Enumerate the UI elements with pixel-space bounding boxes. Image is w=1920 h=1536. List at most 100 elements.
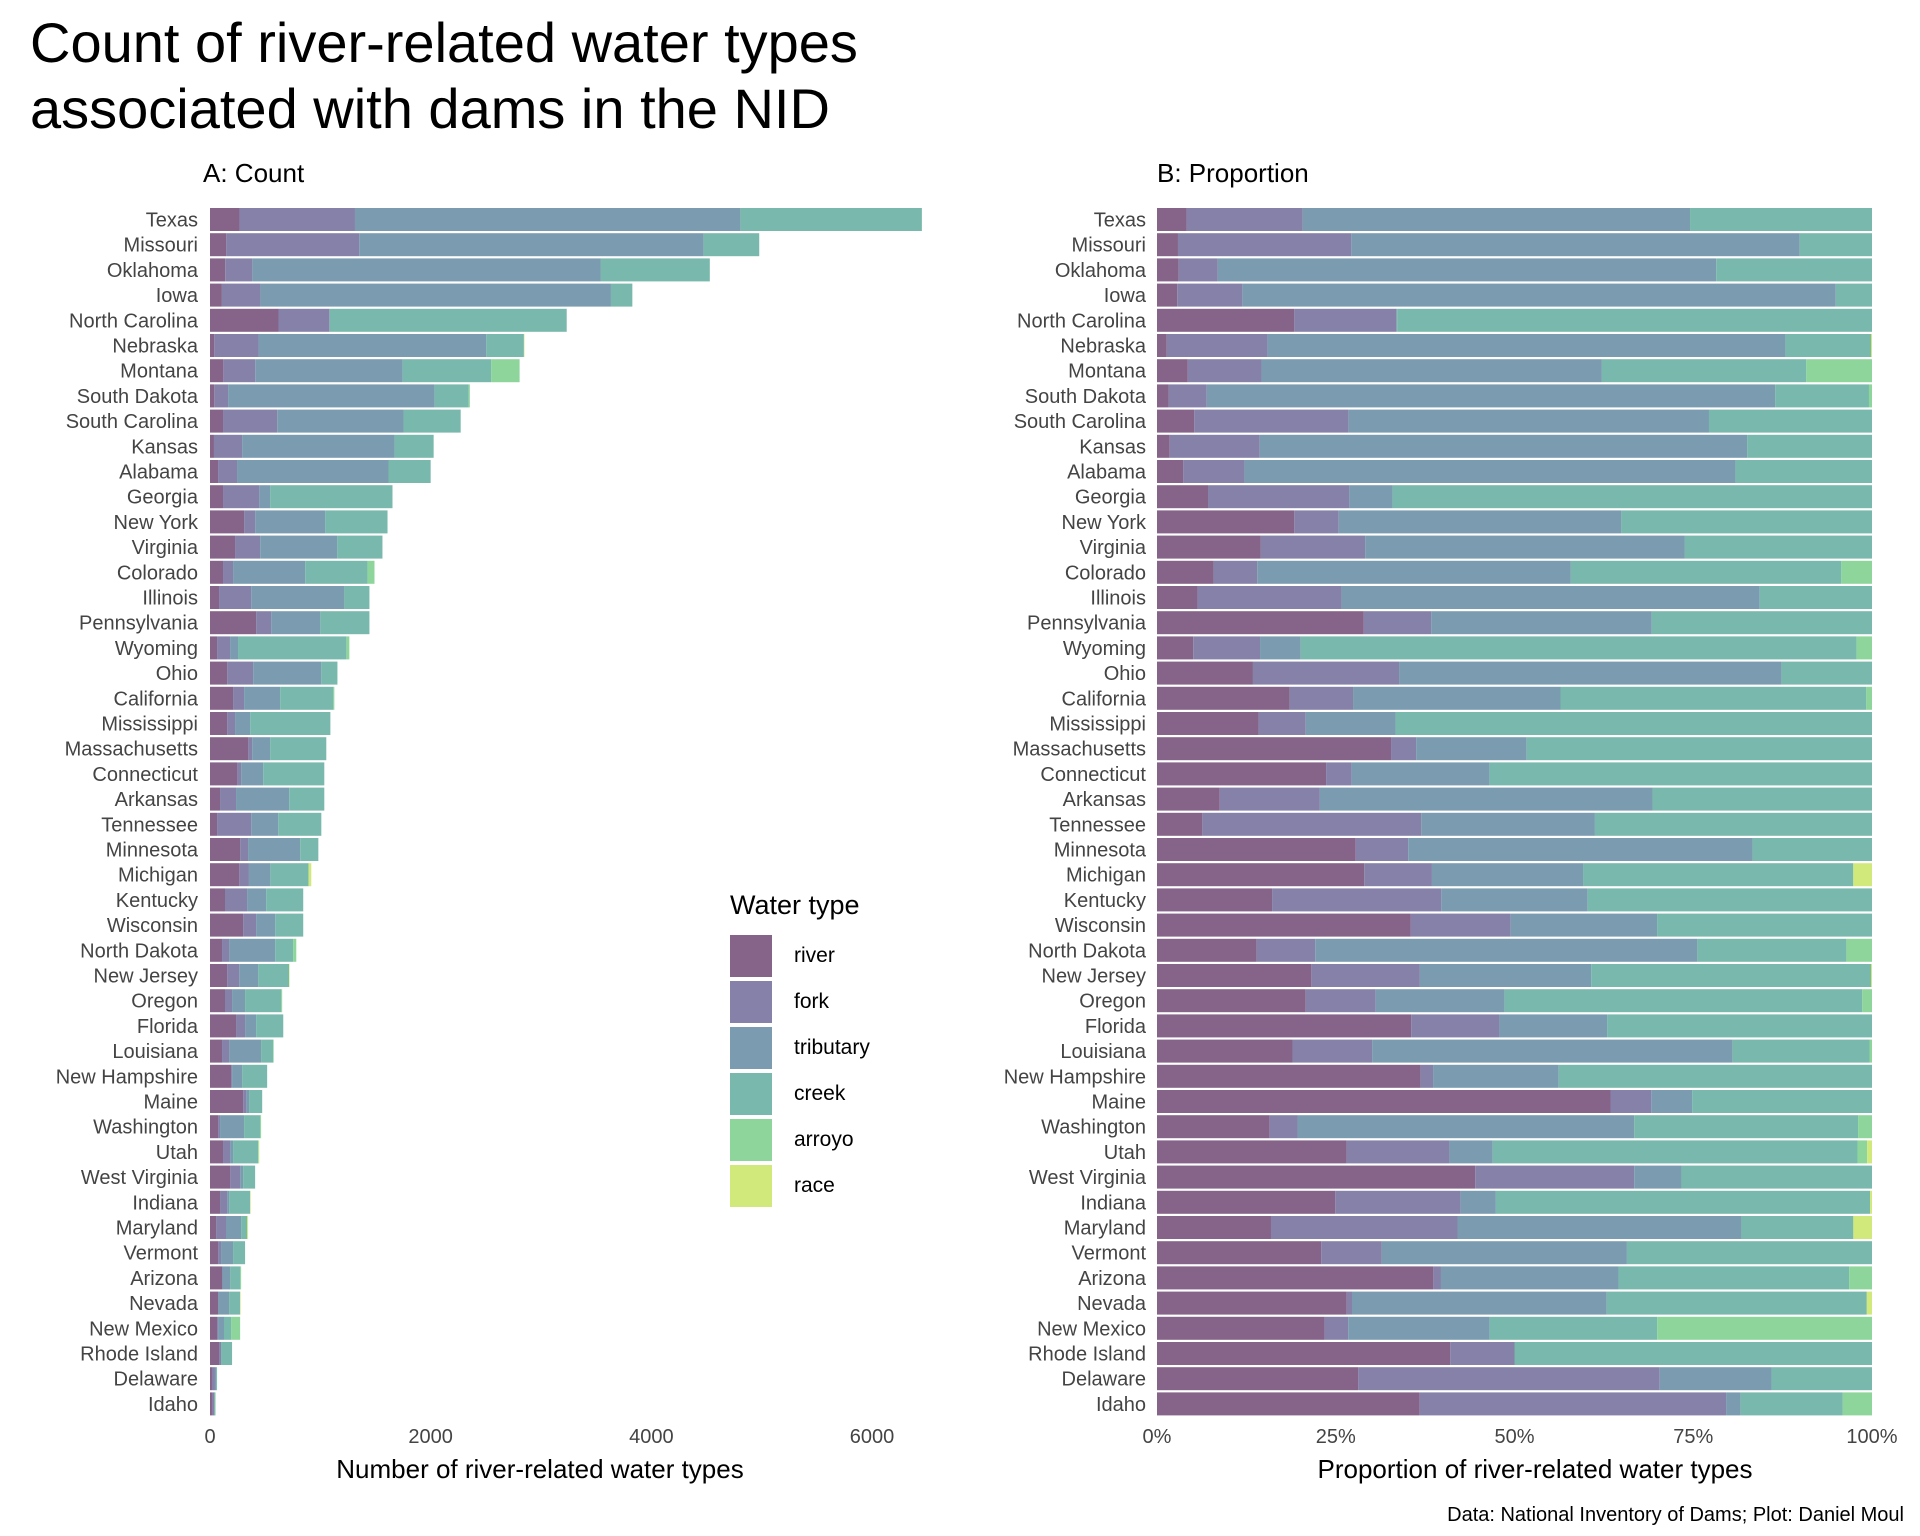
panel-b-y-tick-label: Massachusetts	[1013, 739, 1146, 761]
legend-label-tributary: tributary	[794, 1036, 870, 1059]
panel-b-bar-fork	[1289, 686, 1354, 710]
panel-b-bar-fork	[1321, 1241, 1382, 1265]
panel-a-y-tick-label: Iowa	[156, 285, 199, 307]
panel-b-bar-creek	[1606, 1291, 1867, 1315]
panel-a-y-tick-label: Arizona	[130, 1268, 199, 1290]
panel-b-bar-arroyo	[1841, 560, 1872, 584]
panel-b-bar-fork	[1193, 636, 1261, 660]
panel-a-y-tick-label: Alabama	[119, 462, 199, 484]
panel-b-bar-river	[1157, 535, 1261, 559]
panel-a-y-tick-label: Georgia	[127, 487, 199, 509]
panel-b-y-tick-label: Missouri	[1072, 235, 1146, 257]
legend-title: Water type	[730, 890, 860, 920]
panel-a-y-tick-label: Massachusetts	[65, 739, 198, 761]
panel-b-bar-river	[1157, 586, 1198, 609]
panel-a-bar-fork	[227, 964, 240, 987]
panel-b-bar-fork	[1168, 384, 1207, 408]
panel-b-bar-arroyo	[1868, 384, 1872, 408]
panel-b-bar-arroyo	[1857, 1140, 1868, 1164]
panel-a-bar-tributary	[251, 586, 345, 609]
panel-a-bar-river	[210, 510, 245, 534]
panel-b-y-tick-label: Delaware	[1062, 1369, 1146, 1391]
panel-a-bar-river	[210, 1392, 212, 1416]
panel-a-bar-river	[210, 1216, 217, 1239]
panel-b-bar-fork	[1186, 208, 1303, 231]
panel-a-bar-tributary	[236, 787, 290, 811]
panel-b-bar-river	[1157, 838, 1356, 861]
panel-b-bar-race	[1870, 334, 1872, 357]
panel-a-bar-fork	[227, 661, 254, 685]
panel-b-bar-fork	[1256, 938, 1316, 962]
panel-b-bar-river	[1157, 1291, 1347, 1315]
panel-a-bar-creek	[238, 636, 347, 660]
panel-b-y-tick-label: Nevada	[1077, 1293, 1147, 1315]
panel-b-bar-tributary	[1440, 1266, 1619, 1290]
panel-a-y-tick-label: Utah	[156, 1142, 198, 1164]
panel-b-bar-fork	[1178, 258, 1218, 282]
panel-a-y-tick-label: Wyoming	[115, 638, 198, 660]
panel-b-bar-tributary	[1457, 1216, 1742, 1239]
panel-b-bar-creek	[1560, 686, 1867, 710]
panel-a-y-tick-label: Tennessee	[101, 814, 198, 836]
panel-b-bar-tributary	[1421, 812, 1595, 836]
panel-b-bar-creek	[1514, 1342, 1872, 1365]
panel-b-bar-race	[1866, 1291, 1872, 1315]
panel-a-bar-river	[210, 1241, 219, 1265]
panel-a-bar-fork	[222, 1039, 230, 1063]
panel-b-bar-creek	[1558, 1064, 1872, 1088]
chart-title-line-1: Count of river-related water types	[30, 11, 858, 74]
panel-a-x-axis-label: Number of river-related water types	[336, 1454, 743, 1484]
panel-a-bar-fork	[244, 510, 256, 534]
panel-a-bar-tributary	[277, 409, 404, 433]
panel-a-bar-tributary	[220, 1115, 245, 1139]
panel-b-bar-tributary	[1396, 308, 1398, 332]
panel-b-y-tick-label: Virginia	[1080, 537, 1147, 559]
caption: Data: National Inventory of Dams; Plot: …	[1447, 1504, 1904, 1526]
panel-a-bar-creek	[263, 762, 325, 786]
panel-b-bar-tributary	[1431, 611, 1652, 635]
panel-b-x-tick-label: 75%	[1673, 1426, 1713, 1448]
panel-a-bar-river	[210, 560, 224, 584]
panel-b-bar-creek	[1489, 762, 1872, 786]
panel-b-bar-creek	[1652, 787, 1872, 811]
panel-b-bar-tributary	[1319, 787, 1653, 811]
panel-a-bar-creek	[261, 1039, 274, 1063]
panel-a-bar-creek	[258, 964, 290, 987]
panel-b-y-tick-label: Illinois	[1090, 588, 1146, 610]
panel-b-bar-river	[1157, 762, 1327, 786]
panel-a-bar-tributary	[258, 334, 487, 357]
panel-a-bar-tributary	[228, 384, 435, 408]
panel-a-bar-tributary	[329, 308, 330, 332]
panel-a-bar-arroyo	[346, 636, 350, 660]
panel-a-bar-fork	[223, 409, 278, 433]
panel-b-y-tick-label: Tennessee	[1049, 814, 1146, 836]
panel-a-bar-fork	[227, 712, 236, 735]
panel-a-y-tick-label: Idaho	[148, 1394, 198, 1416]
panel-a-bar-tributary	[253, 661, 322, 685]
panel-b-y-tick-label: Louisiana	[1060, 1041, 1147, 1063]
panel-b-bar-river	[1157, 359, 1188, 383]
panel-a-bar-creek	[402, 359, 492, 383]
chart-title-line-2: associated with dams in the NID	[30, 77, 830, 140]
panel-b-bar-creek	[1395, 712, 1872, 735]
panel-b-bar-river	[1157, 434, 1170, 458]
panel-a-y-tick-label: Minnesota	[106, 840, 199, 862]
panel-b-bar-creek	[1657, 913, 1872, 937]
panel-b-bar-tributary	[1375, 989, 1505, 1013]
panel-a-bar-race	[250, 1190, 251, 1214]
legend-item-tributary: tributary	[730, 1025, 870, 1071]
panel-a-bar-tributary	[244, 686, 281, 710]
panel-a-bar-fork	[235, 535, 261, 559]
panel-a-bar-river	[210, 661, 228, 685]
panel-b-bar-river	[1157, 233, 1178, 257]
panel-b-bar-tributary	[1381, 1241, 1627, 1265]
legend-item-fork: fork	[730, 979, 870, 1025]
panel-a-bar-creek	[325, 510, 388, 534]
panel-b-y-tick-label: Montana	[1068, 361, 1147, 383]
panel-b-bar-creek	[1504, 989, 1863, 1013]
panel-b-bar-fork	[1391, 737, 1417, 761]
panel-b-y-tick-label: Michigan	[1066, 865, 1146, 887]
panel-b-bar-fork	[1410, 913, 1511, 937]
panel-a-bar-tributary	[227, 1190, 230, 1214]
panel-b-bar-creek	[1708, 409, 1872, 433]
